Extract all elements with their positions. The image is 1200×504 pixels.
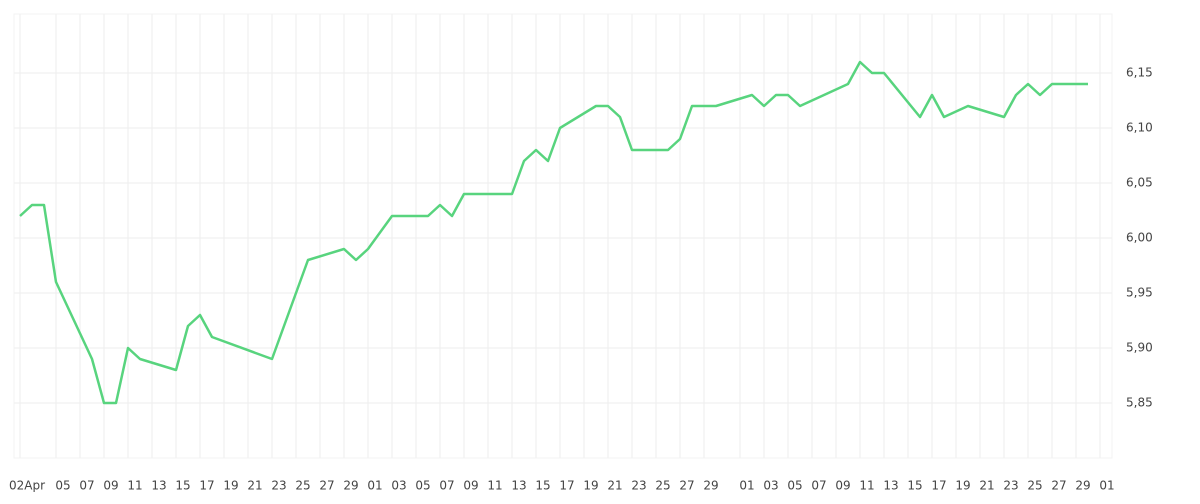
x-tick-label: 13 — [151, 479, 166, 493]
x-tick-label: 03 — [763, 479, 778, 493]
y-tick-label: 6,00 — [1126, 231, 1153, 245]
x-tick-label: 17 — [931, 479, 946, 493]
x-tick-label: 19 — [583, 479, 598, 493]
x-tick-label: 15 — [907, 479, 922, 493]
x-tick-label: 05 — [787, 479, 802, 493]
y-tick-label: 6,15 — [1126, 66, 1153, 80]
y-tick-label: 6,10 — [1126, 121, 1153, 135]
x-tick-label: 25 — [295, 479, 310, 493]
x-tick-label: 23 — [1003, 479, 1018, 493]
x-tick-label: 21 — [979, 479, 994, 493]
x-tick-label: 05 — [55, 479, 70, 493]
y-tick-label: 6,05 — [1126, 176, 1153, 190]
x-tick-label: 02Apr — [9, 479, 45, 493]
x-tick-label: 25 — [655, 479, 670, 493]
x-tick-label: 11 — [859, 479, 874, 493]
x-tick-label: 29 — [343, 479, 358, 493]
x-tick-label: 15 — [175, 479, 190, 493]
x-tick-label: 15 — [535, 479, 550, 493]
x-tick-label: 17 — [559, 479, 574, 493]
x-tick-label: 19 — [223, 479, 238, 493]
x-tick-label: 27 — [319, 479, 334, 493]
x-tick-label: 07 — [439, 479, 454, 493]
x-tick-label: 03 — [391, 479, 406, 493]
x-tick-label: 27 — [679, 479, 694, 493]
x-tick-label: 07 — [79, 479, 94, 493]
x-tick-label: 21 — [247, 479, 262, 493]
x-tick-label: 29 — [703, 479, 718, 493]
x-tick-label: 07 — [811, 479, 826, 493]
x-tick-label: 11 — [487, 479, 502, 493]
x-tick-label: 17 — [199, 479, 214, 493]
x-tick-label: 09 — [835, 479, 850, 493]
x-tick-label: 25 — [1027, 479, 1042, 493]
x-tick-label: 27 — [1051, 479, 1066, 493]
x-tick-label: 23 — [271, 479, 286, 493]
y-tick-label: 5,90 — [1126, 341, 1153, 355]
x-tick-label: 11 — [127, 479, 142, 493]
plot-area — [13, 13, 1113, 459]
x-tick-label: 01 — [367, 479, 382, 493]
x-tick-label: 21 — [607, 479, 622, 493]
x-tick-label: 01 — [739, 479, 754, 493]
x-tick-label: 23 — [631, 479, 646, 493]
y-tick-label: 5,85 — [1126, 396, 1153, 410]
x-tick-label: 09 — [103, 479, 118, 493]
price-line — [19, 60, 1088, 405]
x-tick-label: 01 — [1099, 479, 1114, 493]
x-tick-label: 19 — [955, 479, 970, 493]
x-tick-label: 13 — [511, 479, 526, 493]
x-tick-label: 05 — [415, 479, 430, 493]
x-tick-label: 09 — [463, 479, 478, 493]
x-tick-label: 13 — [883, 479, 898, 493]
x-tick-label: 29 — [1075, 479, 1090, 493]
y-tick-label: 5,95 — [1126, 286, 1153, 300]
